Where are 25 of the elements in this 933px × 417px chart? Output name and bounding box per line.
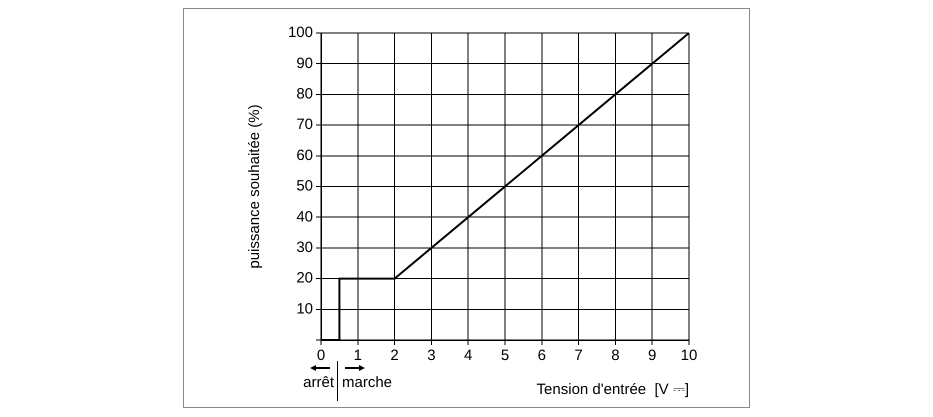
y-tick-label: 20 <box>296 270 313 287</box>
y-tick-label: 40 <box>296 208 313 226</box>
x-tick-label: 2 <box>390 347 399 364</box>
y-tick-label: 30 <box>296 239 313 256</box>
y-tick-label: 10 <box>296 300 313 318</box>
text: arrêt <box>303 374 334 391</box>
x-tick-label: 0 <box>316 347 326 364</box>
x-tick-label: 3 <box>427 347 436 364</box>
x-tick-label: 8 <box>611 347 620 364</box>
y-tick-label: 50 <box>296 178 313 195</box>
x-tick-label: 1 <box>354 347 362 364</box>
y-tick-label: 80 <box>296 86 313 103</box>
x-tick-label: 9 <box>648 347 656 364</box>
x-axis-title: Tension d'entrée [V ⎓] <box>536 381 689 398</box>
x-tick-label: 4 <box>464 347 472 364</box>
text: marche <box>342 374 392 391</box>
y-tick-label: 70 <box>296 116 313 134</box>
x-tick-label: 7 <box>574 347 583 364</box>
y-tick-label: 60 <box>296 146 313 164</box>
x-tick-label: 10 <box>680 347 698 364</box>
x-tick-label: 5 <box>500 347 510 364</box>
x-tick-label: 6 <box>538 347 546 364</box>
y-tick-label: 100 <box>288 24 313 42</box>
y-tick-label: 90 <box>296 54 313 72</box>
y-axis-title: puissance souhaitée (%) <box>246 104 264 269</box>
